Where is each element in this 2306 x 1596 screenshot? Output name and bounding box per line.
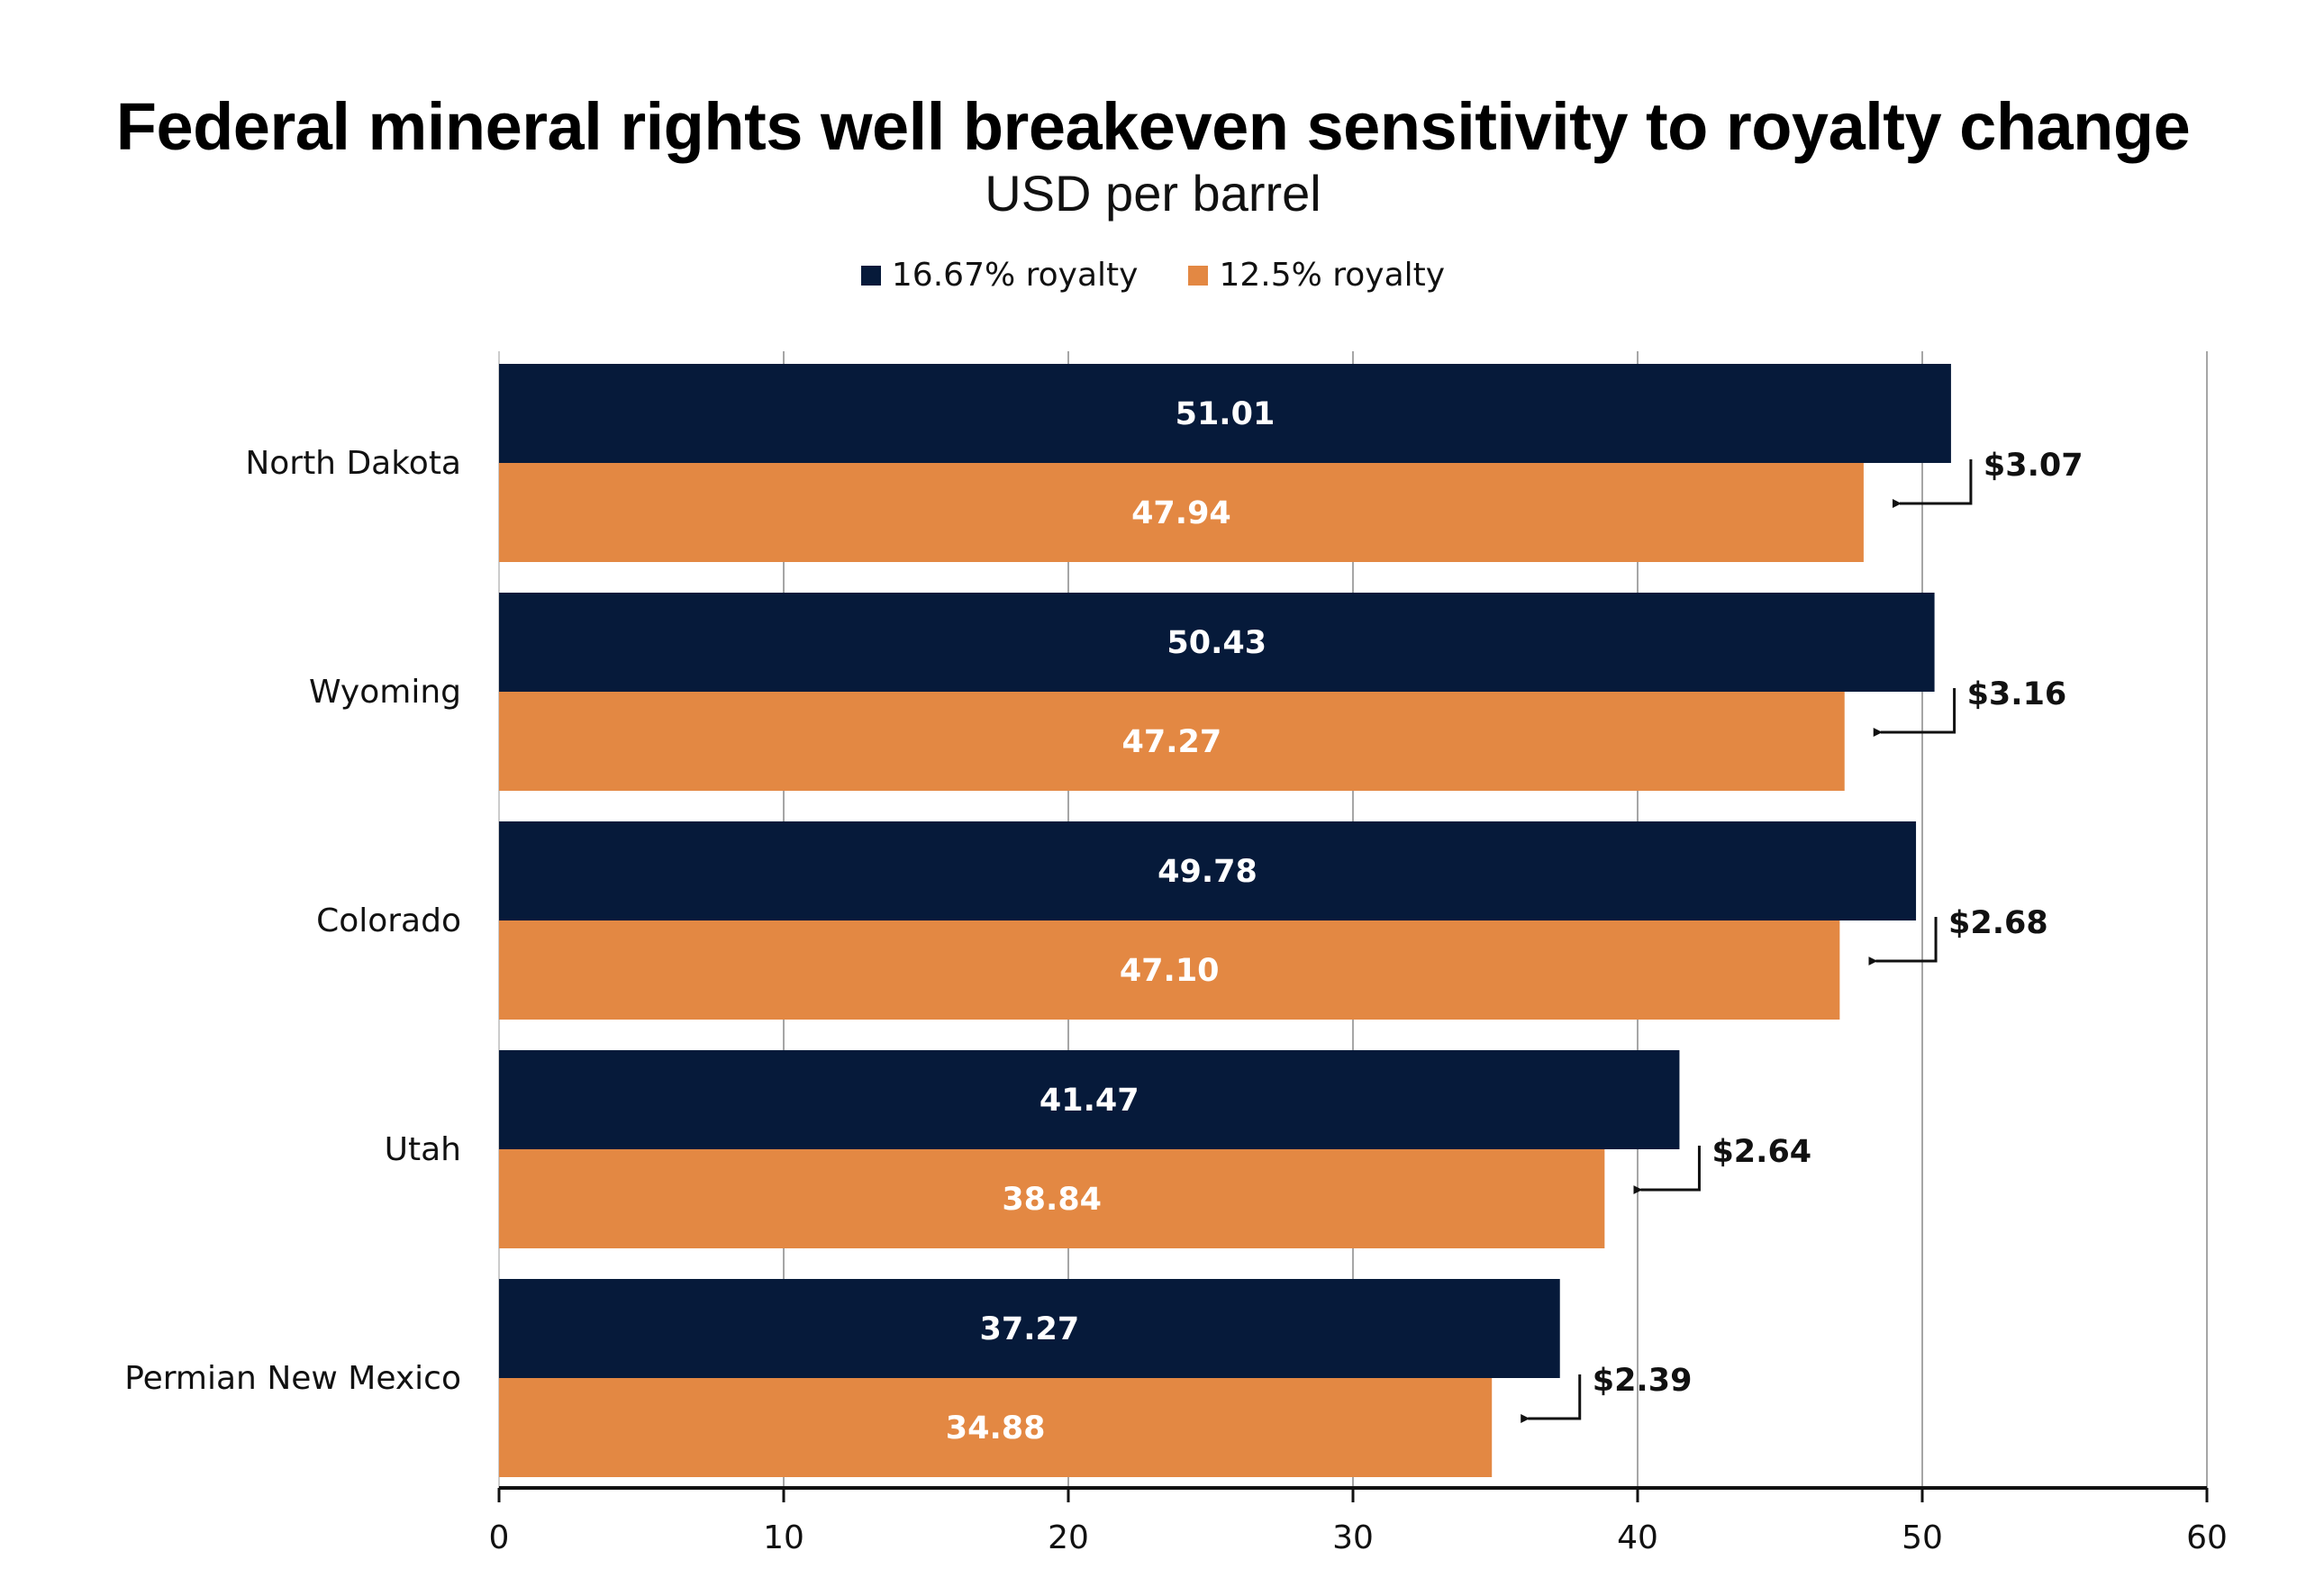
category-label: Permian New Mexico — [124, 1360, 461, 1397]
bar-value-label: 47.94 — [1131, 495, 1231, 531]
category-label: North Dakota — [245, 445, 461, 482]
x-tick-label: 60 — [2186, 1519, 2228, 1556]
bar-value-label: 47.27 — [1122, 724, 1222, 760]
bar-16-67 — [499, 593, 1935, 692]
difference-label: $3.07 — [1984, 448, 2084, 484]
difference-arrow — [1633, 1146, 1701, 1194]
bar-12-5 — [499, 920, 1840, 1020]
difference-arrow — [1868, 917, 1938, 966]
x-tick-label: 30 — [1332, 1519, 1374, 1556]
bar-value-label: 49.78 — [1158, 854, 1257, 890]
x-tick-label: 40 — [1617, 1519, 1658, 1556]
legend-item-16-67-royalty: 16.67% royalty — [860, 257, 1139, 294]
x-tick-label: 0 — [489, 1519, 510, 1556]
bar-12-5 — [499, 463, 1864, 562]
x-tick-label: 50 — [1902, 1519, 1943, 1556]
category-label: Utah — [385, 1131, 461, 1168]
bar-16-67 — [499, 1050, 1680, 1149]
bar-value-label: 47.10 — [1120, 953, 1220, 989]
difference-label: $3.16 — [1967, 676, 2067, 712]
difference-arrow — [1892, 459, 1973, 508]
legend-item-12-5-royalty: 12.5% royalty — [1188, 257, 1445, 294]
legend-swatch-navy — [860, 265, 881, 286]
legend-label: 16.67% royalty — [891, 257, 1139, 294]
bar-16-67 — [499, 821, 1917, 920]
chart-title: Federal mineral rights well breakeven se… — [115, 89, 2191, 164]
difference-label: $2.68 — [1948, 905, 2048, 941]
difference-label: $2.39 — [1593, 1363, 1693, 1399]
bar-16-67 — [499, 1279, 1560, 1378]
bar-12-5 — [499, 692, 1845, 791]
difference-arrow — [1521, 1374, 1582, 1423]
bar-value-label: 51.01 — [1176, 396, 1276, 432]
chart-subtitle: USD per barrel — [985, 165, 1321, 222]
bar-value-label: 34.88 — [946, 1410, 1046, 1446]
legend-label: 12.5% royalty — [1219, 257, 1446, 294]
difference-label: $2.64 — [1711, 1134, 1811, 1170]
x-tick-label: 10 — [763, 1519, 804, 1556]
bar-12-5 — [499, 1378, 1493, 1477]
bar-value-label: 50.43 — [1167, 625, 1266, 661]
legend: 16.67% royalty 12.5% royalty — [0, 257, 2306, 294]
bar-value-label: 41.47 — [1040, 1083, 1139, 1119]
bar-12-5 — [499, 1149, 1605, 1248]
legend-swatch-orange — [1188, 265, 1209, 286]
bar-value-label: 38.84 — [1002, 1182, 1102, 1218]
category-label: Wyoming — [309, 674, 461, 711]
bar-value-label: 37.27 — [980, 1311, 1080, 1347]
difference-arrow — [1873, 688, 1956, 737]
category-label: Colorado — [316, 902, 461, 939]
x-tick-label: 20 — [1048, 1519, 1089, 1556]
bar-16-67 — [499, 364, 1951, 463]
